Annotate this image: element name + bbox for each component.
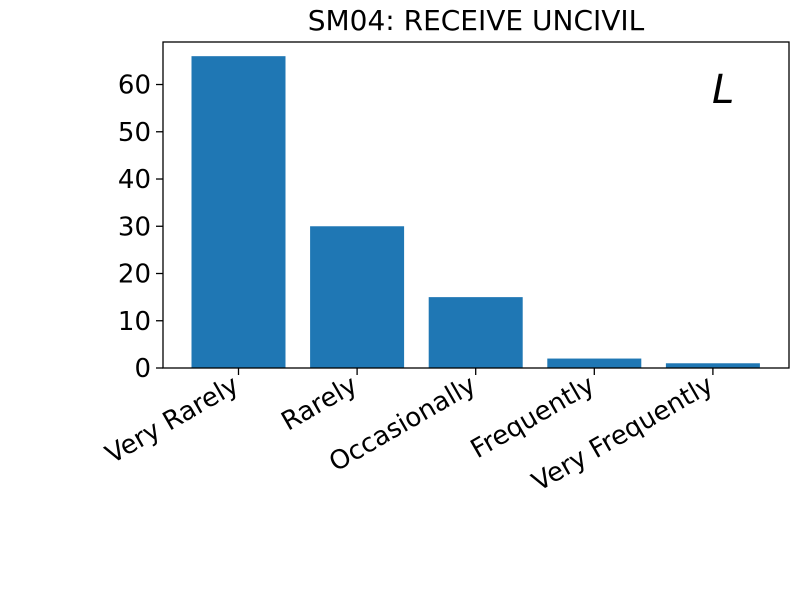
x-tick-label: Very Rarely (101, 370, 244, 470)
plot-frame (162, 41, 790, 369)
bar (665, 363, 760, 368)
chart-title: SM04: RECEIVE UNCIVIL (308, 4, 645, 37)
y-tick-label: 0 (134, 354, 151, 384)
y-tick-label: 20 (118, 260, 151, 290)
x-axis: Very Rarely RarelyOccasionallyFrequentlyV… (101, 368, 718, 498)
bar (428, 297, 523, 368)
bar (547, 358, 642, 368)
y-tick-label: 10 (118, 307, 151, 337)
y-tick-label: 40 (118, 165, 151, 195)
bars-group (191, 56, 760, 368)
y-tick-label: 30 (118, 212, 151, 242)
bar (191, 56, 286, 368)
y-tick-label: 50 (118, 118, 151, 148)
x-tick-label: Rarely (276, 370, 362, 437)
y-tick-label: 60 (118, 71, 151, 101)
bar (310, 226, 405, 368)
y-axis: 0 10 20 30 40 50 60 (118, 71, 163, 384)
panel-letter: L (712, 67, 734, 113)
